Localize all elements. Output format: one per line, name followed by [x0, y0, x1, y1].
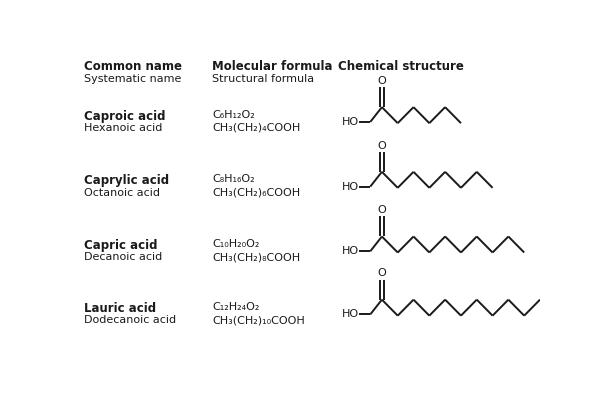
- Text: HO: HO: [341, 117, 359, 127]
- Text: C₁₂H₂₄O₂: C₁₂H₂₄O₂: [212, 302, 260, 312]
- Text: CH₃(CH₂)₈COOH: CH₃(CH₂)₈COOH: [212, 252, 300, 262]
- Text: Lauric acid: Lauric acid: [84, 302, 157, 315]
- Text: CH₃(CH₂)₆COOH: CH₃(CH₂)₆COOH: [212, 188, 300, 198]
- Text: Chemical structure: Chemical structure: [338, 60, 464, 73]
- Text: C₆H₁₂O₂: C₆H₁₂O₂: [212, 110, 255, 120]
- Text: Caprylic acid: Caprylic acid: [84, 174, 169, 187]
- Text: HO: HO: [341, 310, 359, 320]
- Text: C₁₀H₂₀O₂: C₁₀H₂₀O₂: [212, 239, 260, 249]
- Text: O: O: [377, 76, 386, 86]
- Text: Molecular formula: Molecular formula: [212, 60, 332, 73]
- Text: Capric acid: Capric acid: [84, 239, 158, 252]
- Text: O: O: [377, 140, 386, 150]
- Text: CH₃(CH₂)₄COOH: CH₃(CH₂)₄COOH: [212, 123, 301, 133]
- Text: CH₃(CH₂)₁₀COOH: CH₃(CH₂)₁₀COOH: [212, 315, 305, 325]
- Text: Caproic acid: Caproic acid: [84, 110, 166, 122]
- Text: Common name: Common name: [84, 60, 182, 73]
- Text: O: O: [377, 268, 386, 278]
- Text: Structural formula: Structural formula: [212, 74, 314, 84]
- Text: O: O: [377, 205, 386, 215]
- Text: Decanoic acid: Decanoic acid: [84, 252, 163, 262]
- Text: Dodecanoic acid: Dodecanoic acid: [84, 315, 176, 325]
- Text: Hexanoic acid: Hexanoic acid: [84, 123, 163, 133]
- Text: HO: HO: [341, 246, 359, 256]
- Text: HO: HO: [341, 182, 359, 192]
- Text: C₈H₁₆O₂: C₈H₁₆O₂: [212, 174, 255, 184]
- Text: Systematic name: Systematic name: [84, 74, 182, 84]
- Text: Octanoic acid: Octanoic acid: [84, 188, 160, 198]
